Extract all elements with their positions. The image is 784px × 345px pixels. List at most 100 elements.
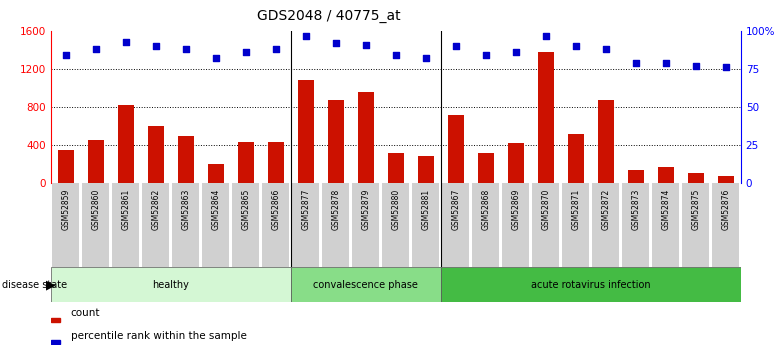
Point [89, 47, 102, 52]
Point [659, 60, 672, 66]
FancyBboxPatch shape [532, 183, 560, 267]
Text: disease state: disease state [2, 280, 67, 289]
Text: GSM52871: GSM52871 [572, 189, 580, 230]
FancyBboxPatch shape [53, 183, 79, 267]
Bar [628, 170, 644, 183]
Point [120, 39, 132, 45]
Text: GSM52865: GSM52865 [241, 189, 250, 230]
Point [299, 33, 312, 38]
Text: GSM52863: GSM52863 [181, 189, 191, 230]
Text: GSM52859: GSM52859 [61, 189, 71, 230]
Bar [717, 176, 734, 183]
Text: count: count [71, 308, 100, 318]
FancyBboxPatch shape [412, 183, 439, 267]
FancyBboxPatch shape [232, 183, 260, 267]
Text: GSM52873: GSM52873 [631, 189, 641, 230]
FancyBboxPatch shape [593, 183, 619, 267]
FancyBboxPatch shape [263, 183, 289, 267]
FancyBboxPatch shape [713, 183, 739, 267]
Point [150, 43, 162, 49]
Point [60, 52, 72, 58]
Bar [58, 150, 74, 183]
Point [690, 63, 702, 69]
Point [630, 60, 642, 66]
Point [450, 43, 463, 49]
Bar [568, 135, 584, 183]
Bar [88, 140, 104, 183]
Text: GSM52877: GSM52877 [301, 189, 310, 230]
Bar [328, 100, 344, 183]
Text: GSM52875: GSM52875 [691, 189, 700, 230]
FancyBboxPatch shape [622, 183, 649, 267]
Point [570, 43, 583, 49]
Bar [448, 115, 464, 183]
Text: GSM52862: GSM52862 [151, 189, 161, 230]
Point [329, 40, 342, 46]
Text: GSM52869: GSM52869 [511, 189, 521, 230]
FancyBboxPatch shape [292, 183, 319, 267]
Point [209, 56, 222, 61]
Bar [298, 80, 314, 183]
Text: GSM52867: GSM52867 [452, 189, 460, 230]
FancyBboxPatch shape [322, 183, 350, 267]
Text: convalescence phase: convalescence phase [314, 280, 419, 289]
Text: ▶: ▶ [45, 278, 55, 291]
Text: percentile rank within the sample: percentile rank within the sample [71, 331, 246, 341]
FancyBboxPatch shape [353, 183, 379, 267]
Point [180, 47, 192, 52]
Bar [358, 92, 374, 183]
Text: GSM52874: GSM52874 [662, 189, 670, 230]
Bar [658, 167, 674, 183]
Text: GSM52879: GSM52879 [361, 189, 370, 230]
Point [600, 47, 612, 52]
Bar [597, 100, 614, 183]
Text: GSM52876: GSM52876 [721, 189, 731, 230]
FancyBboxPatch shape [682, 183, 710, 267]
FancyBboxPatch shape [652, 183, 680, 267]
FancyBboxPatch shape [51, 267, 291, 302]
Bar [688, 173, 704, 183]
Bar [118, 105, 134, 183]
Text: healthy: healthy [153, 280, 190, 289]
FancyBboxPatch shape [441, 267, 741, 302]
Text: acute rotavirus infection: acute rotavirus infection [531, 280, 651, 289]
Point [270, 47, 282, 52]
Point [539, 33, 552, 38]
FancyBboxPatch shape [82, 183, 110, 267]
Text: GDS2048 / 40775_at: GDS2048 / 40775_at [257, 9, 401, 23]
Point [360, 42, 372, 48]
Bar [147, 126, 164, 183]
Text: GSM52880: GSM52880 [391, 189, 401, 230]
Text: GSM52866: GSM52866 [271, 189, 281, 230]
Text: GSM52878: GSM52878 [332, 189, 340, 230]
Text: GSM52868: GSM52868 [481, 189, 491, 230]
Bar [538, 52, 554, 183]
Text: GSM52861: GSM52861 [122, 189, 130, 230]
FancyBboxPatch shape [202, 183, 230, 267]
Bar [238, 142, 254, 183]
Text: GSM52860: GSM52860 [92, 189, 100, 230]
FancyBboxPatch shape [383, 183, 409, 267]
Bar [51, 317, 60, 322]
Point [480, 52, 492, 58]
FancyBboxPatch shape [503, 183, 529, 267]
Bar [51, 340, 60, 344]
FancyBboxPatch shape [291, 267, 441, 302]
Point [390, 52, 402, 58]
FancyBboxPatch shape [473, 183, 499, 267]
Bar [477, 154, 494, 183]
Text: GSM52864: GSM52864 [212, 189, 220, 230]
Text: GSM52870: GSM52870 [542, 189, 550, 230]
Bar [387, 154, 405, 183]
Bar [267, 142, 284, 183]
FancyBboxPatch shape [112, 183, 140, 267]
FancyBboxPatch shape [143, 183, 169, 267]
Bar [208, 164, 224, 183]
Point [510, 50, 522, 55]
Bar [418, 156, 434, 183]
Point [419, 56, 432, 61]
FancyBboxPatch shape [442, 183, 470, 267]
Text: GSM52872: GSM52872 [601, 189, 611, 230]
FancyBboxPatch shape [172, 183, 199, 267]
Point [720, 65, 732, 70]
